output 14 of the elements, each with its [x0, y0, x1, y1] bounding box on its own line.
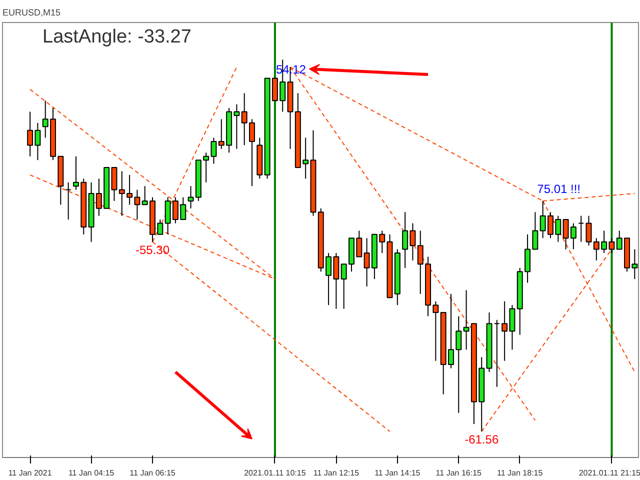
x-tick-label: 11 Jan 18:15	[497, 468, 544, 478]
x-tick-label: 11 Jan 16:15	[436, 468, 482, 478]
x-tick-label: 11 Jan 14:15	[374, 468, 421, 478]
annotation: -61.56	[464, 432, 499, 446]
annotation: 75.01 !!!	[537, 182, 581, 196]
x-tick-label: 11 Jan 2021	[8, 468, 52, 478]
chart-title: EURUSD,M15	[2, 8, 61, 18]
x-tick-label: 2021.01.11 21:15	[578, 468, 640, 478]
text: LastAngle: -33.27	[42, 26, 192, 48]
x-tick-label: 11 Jan 12:15	[313, 468, 360, 478]
x-tick-label: 2021.01.11 10:15	[244, 468, 306, 478]
annotation: -55.30	[135, 242, 170, 257]
x-tick-label: 11 Jan 06:15	[130, 468, 176, 478]
x-tick-label: 11 Jan 04:15	[68, 468, 115, 478]
